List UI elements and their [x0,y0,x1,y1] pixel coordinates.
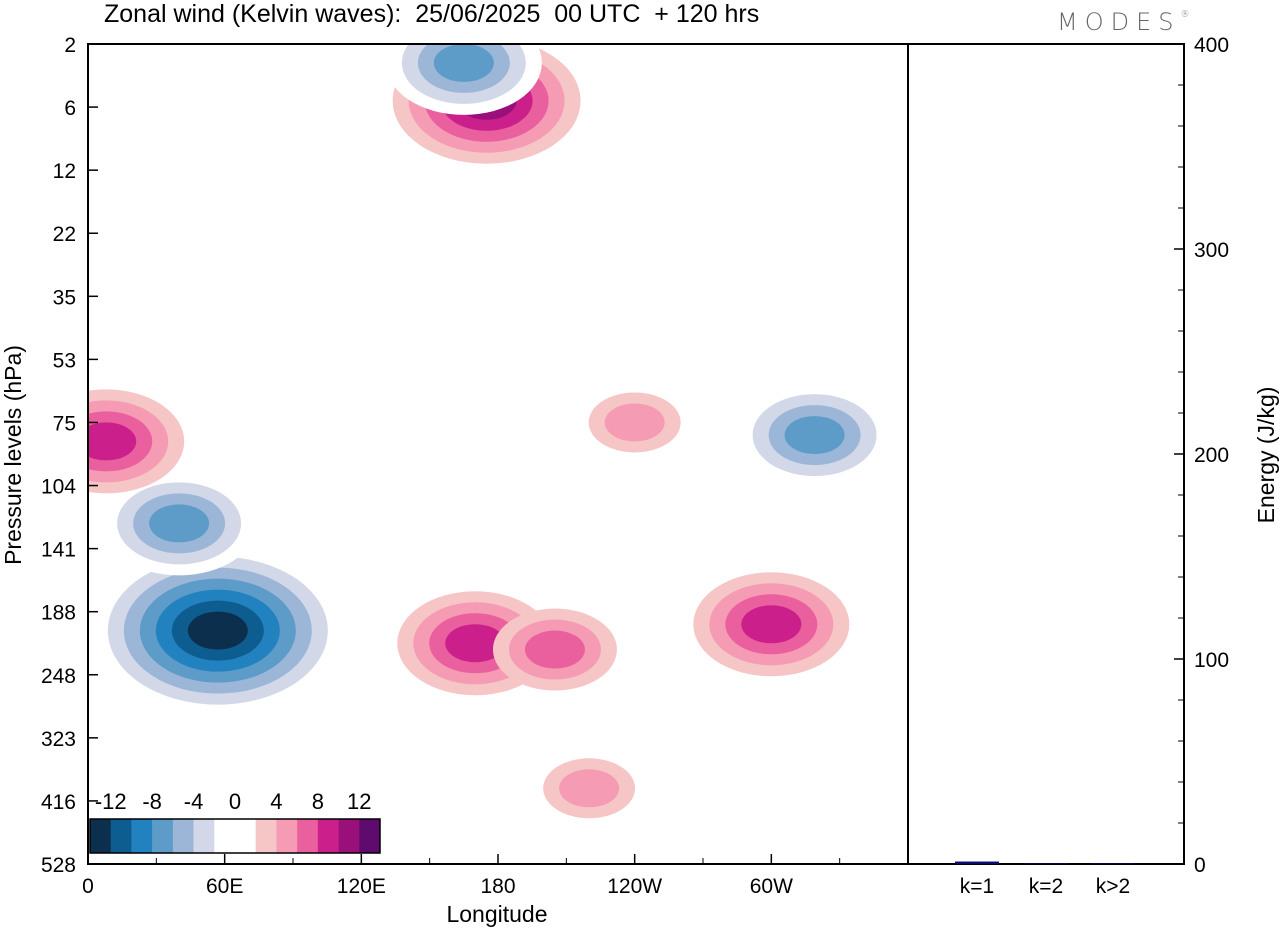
wind-anomaly-10 [588,392,681,453]
y-tick-label: 528 [41,854,76,877]
y-tick-label: 323 [41,728,76,751]
y-axis-label: Pressure levels (hPa) [0,345,26,565]
colorbar-frame [89,818,381,854]
x-tick-label: 180 [480,875,515,898]
contour-band [559,769,620,808]
x-tick-label: 60E [206,875,243,898]
contour-band [741,605,802,644]
colorbar-swatch [131,819,153,853]
energy-category-label: k=2 [1029,875,1063,898]
energy-y-tick-label: 200 [1194,444,1229,467]
contour-band [149,504,210,543]
wind-anomaly-9 [543,758,636,819]
colorbar-swatch [359,819,381,853]
contour-band [604,403,665,442]
y-tick-label: 12 [53,160,76,183]
colorbar-swatch [193,819,215,853]
energy-axis-label: Energy (J/kg) [1253,387,1279,524]
contour-band [88,422,137,461]
y-tick-label: 188 [41,602,76,625]
y-tick-label: 104 [41,476,76,499]
y-tick-label: 35 [53,286,76,309]
colorbar-swatch [255,819,277,853]
colorbar-swatch [297,819,319,853]
x-tick-label: 0 [82,875,94,898]
colorbar-tick-label: 4 [270,789,282,814]
contour-band [187,611,248,650]
energy-bar-2 [1024,863,1068,864]
energy-bars: k=1 k=2 k>2 [955,861,1135,898]
energy-category-label: k>2 [1096,875,1130,898]
colorbar-swatch [90,819,112,853]
colorbar-swatch [235,819,257,853]
contour-band [784,416,845,455]
colorbar-swatch [317,819,339,853]
colorbar: -12 -8 -4 0 4 8 12 [89,789,381,854]
y-tick-label: 22 [53,223,76,246]
x-tick-label: 120W [607,875,662,898]
y-tick-label: 141 [41,539,76,562]
wind-anomaly-4 [492,608,617,691]
contour-band [433,44,494,82]
colorbar-swatch [276,819,298,853]
energy-frame [907,43,1185,865]
wind-anomaly-8 [385,44,542,115]
contour-band [524,630,585,669]
energy-y-tick-label: 0 [1194,854,1206,877]
y-tick-label: 6 [64,97,76,120]
contour-band [445,624,506,663]
colorbar-tick-label: 8 [312,789,324,814]
colorbar-swatch [110,819,132,853]
colorbar-tick-label: -4 [184,789,204,814]
x-axis: 0 60E 120E 180 120W 60W [82,854,841,898]
chart-title: Zonal wind (Kelvin waves): 25/06/2025 00… [104,0,760,28]
colorbar-swatch [338,819,360,853]
wind-anomaly-0 [91,545,344,716]
wind-anomaly-5 [693,572,850,677]
y-tick-label: 53 [53,349,76,372]
energy-axis: 0 100 200 300 400 [1174,34,1229,877]
y-axis: 2 6 12 22 35 53 75 104 141 188 248 323 416 528 [41,34,98,877]
energy-category-label: k=1 [960,875,994,898]
energy-y-tick-label: 300 [1194,239,1229,262]
wind-anomaly-1 [101,471,258,576]
wind-field [88,44,893,819]
y-tick-label: 2 [64,34,76,57]
colorbar-swatch [214,819,236,853]
x-tick-label: 120E [337,875,386,898]
x-tick-label: 60W [750,875,793,898]
energy-bar-3 [1091,863,1135,864]
wind-anomaly-6 [736,383,893,488]
modes-logo: MODES® [1057,8,1189,36]
y-tick-label: 248 [41,665,76,688]
logo-text: MODES [1057,8,1181,36]
y-tick-label: 416 [41,791,76,814]
energy-y-tick-label: 400 [1194,34,1229,57]
y-tick-label: 75 [53,412,76,435]
registered-mark-icon: ® [1180,10,1190,20]
colorbar-tick-label: 0 [229,789,241,814]
colorbar-swatch [172,819,194,853]
wind-anomaly-2 [88,389,185,494]
energy-bar-1 [955,861,999,864]
energy-y-tick-label: 100 [1194,649,1229,672]
x-axis-label: Longitude [446,901,547,927]
colorbar-tick-label: -12 [95,789,127,814]
colorbar-swatch [152,819,174,853]
colorbar-tick-label: 12 [347,789,371,814]
colorbar-tick-label: -8 [142,789,162,814]
